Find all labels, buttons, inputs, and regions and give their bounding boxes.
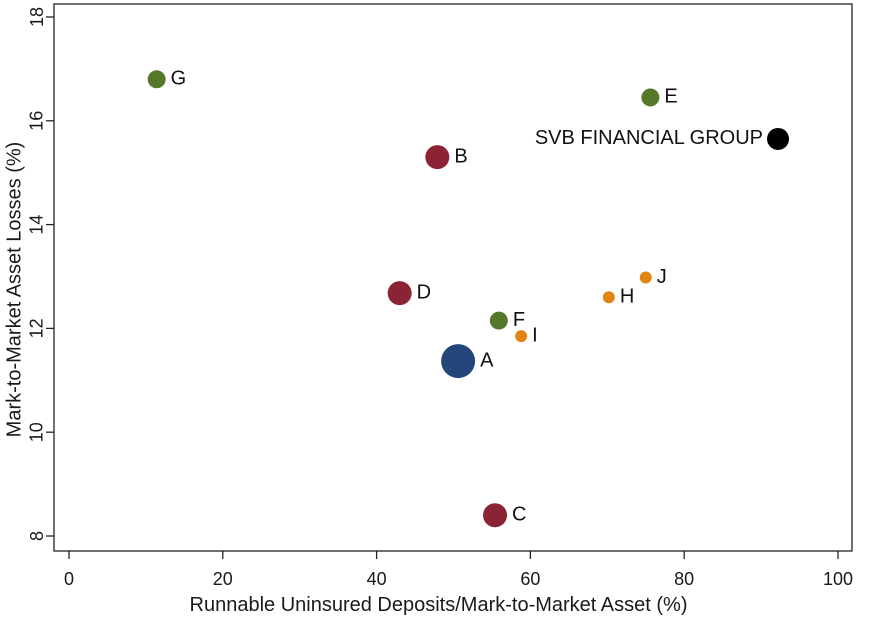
point-label: F: [513, 309, 525, 331]
point-marker: [639, 271, 652, 284]
plot-border: [53, 3, 853, 552]
point-label: H: [620, 286, 634, 308]
point-marker: [483, 503, 508, 528]
y-axis-title: Mark-to-Market Asset Losses (%): [3, 142, 25, 438]
data-point: I: [515, 324, 538, 346]
point-marker: [767, 127, 790, 150]
point-marker: [641, 88, 660, 107]
plot-frame: [53, 3, 853, 552]
data-point: E: [641, 86, 678, 108]
point-label: J: [657, 266, 667, 288]
point-marker: [489, 311, 508, 330]
point-label: G: [171, 68, 187, 90]
x-tick-label: 80: [674, 569, 694, 589]
x-tick-label: 100: [823, 569, 853, 589]
point-marker: [602, 291, 615, 304]
data-point: C: [483, 503, 526, 528]
data-point: F: [489, 309, 525, 331]
axis-ticks: 0 20 40 60 80 100 8 10 12 14 16 18: [27, 7, 853, 589]
point-marker: [425, 145, 450, 170]
data-points: G E SVB FINANCIAL GROUP B J D H FI A C: [147, 68, 790, 528]
y-tick-label: 12: [27, 318, 47, 338]
x-tick-label: 40: [367, 569, 387, 589]
point-label: SVB FINANCIAL GROUP: [535, 127, 763, 149]
point-label: B: [454, 145, 467, 167]
y-tick-label: 14: [27, 215, 47, 235]
x-tick-label: 0: [64, 569, 74, 589]
x-tick-label: 20: [213, 569, 233, 589]
point-marker: [441, 344, 476, 379]
data-point: J: [639, 266, 667, 288]
y-tick-label: 8: [27, 531, 47, 541]
y-tick-label: 16: [27, 111, 47, 131]
y-tick-label: 18: [27, 7, 47, 27]
point-label: I: [532, 324, 538, 346]
point-marker: [387, 281, 412, 306]
data-point: G: [147, 68, 187, 90]
point-label: E: [664, 86, 677, 108]
data-point: B: [425, 145, 468, 170]
point-label: A: [480, 349, 494, 371]
data-point: H: [602, 286, 634, 308]
point-marker: [147, 70, 166, 89]
y-tick-label: 10: [27, 422, 47, 442]
point-label: D: [417, 281, 431, 303]
point-label: C: [512, 504, 526, 526]
data-point: A: [441, 344, 494, 379]
data-point: SVB FINANCIAL GROUP: [535, 127, 790, 150]
point-marker: [515, 330, 528, 343]
data-point: D: [387, 281, 431, 306]
x-axis-title: Runnable Uninsured Deposits/Mark-to-Mark…: [190, 594, 688, 616]
axis-titles: Runnable Uninsured Deposits/Mark-to-Mark…: [3, 142, 687, 616]
x-tick-label: 60: [520, 569, 540, 589]
